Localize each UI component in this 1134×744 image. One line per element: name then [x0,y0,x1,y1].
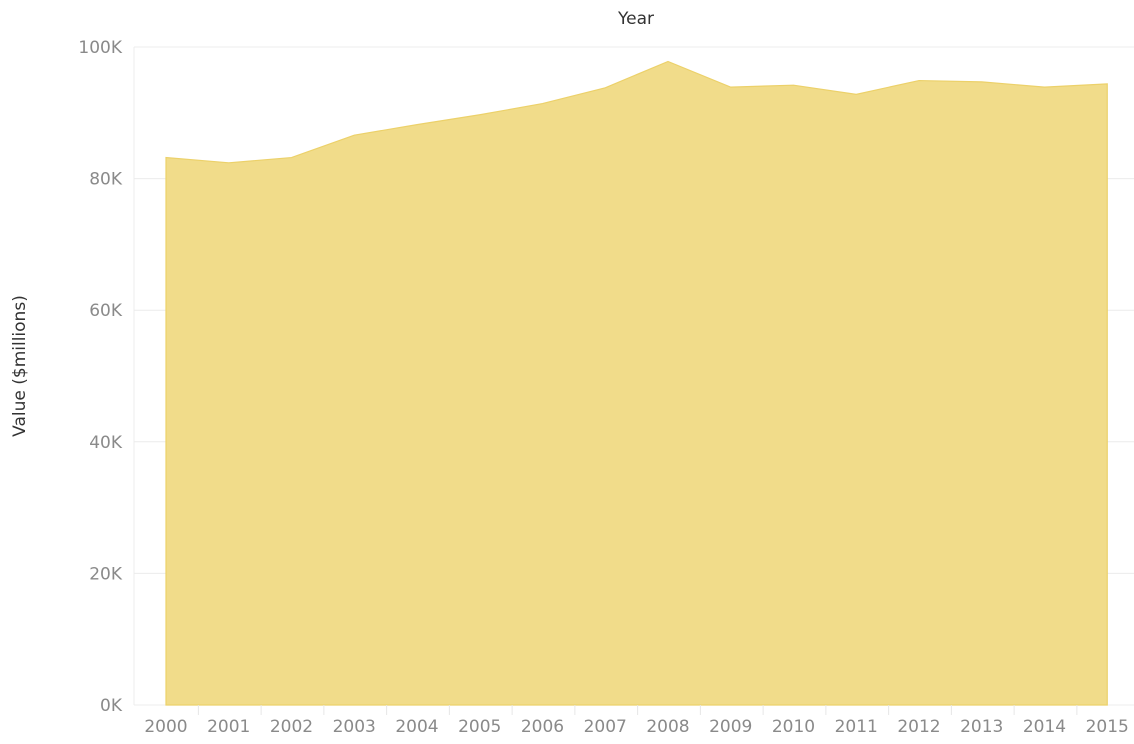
x-tick-label: 2000 [144,717,187,737]
x-tick-label: 2010 [772,717,815,737]
data-point [1105,82,1109,86]
x-tick-label: 2014 [1023,717,1066,737]
data-point [1043,85,1047,89]
data-point [541,102,545,106]
data-point [164,156,168,160]
x-tick-label: 2011 [835,717,878,737]
y-tick-label: 60K [89,301,123,321]
data-point [227,161,231,165]
data-point [980,80,984,84]
area-series [164,59,1109,706]
data-point [729,85,733,89]
x-tick-label: 2015 [1086,717,1129,737]
data-point [917,79,921,83]
y-tick-label: 80K [89,170,123,190]
data-point [352,133,356,137]
data-point [603,86,607,90]
data-point [478,113,482,117]
data-point [666,59,670,63]
area-series-fill [165,60,1108,706]
x-tick-label: 2004 [395,717,438,737]
x-tick-label: 2005 [458,717,501,737]
x-axis-title: Year [617,9,654,29]
data-point [415,123,419,127]
data-point [854,92,858,96]
y-axis-ticks: 0K 20K 40K 60K 80K 100K [78,38,122,716]
x-tick-label: 2012 [897,717,940,737]
x-tick-label: 2013 [960,717,1003,737]
x-tick-label: 2008 [646,717,689,737]
data-point [792,83,796,87]
y-tick-label: 0K [100,696,123,716]
x-tick-label: 2003 [333,717,376,737]
y-tick-label: 40K [89,433,123,453]
y-axis-title: Value ($millions) [10,295,30,437]
x-axis-ticks: 2000 2001 2002 2003 2004 2005 2006 2007 2008 2009… [144,705,1129,737]
data-point [290,156,294,160]
x-tick-label: 2001 [207,717,250,737]
x-tick-label: 2007 [584,717,627,737]
x-tick-label: 2002 [270,717,313,737]
x-tick-label: 2006 [521,717,564,737]
y-tick-label: 100K [78,38,122,58]
x-tick-label: 2009 [709,717,752,737]
y-tick-label: 20K [89,564,123,584]
